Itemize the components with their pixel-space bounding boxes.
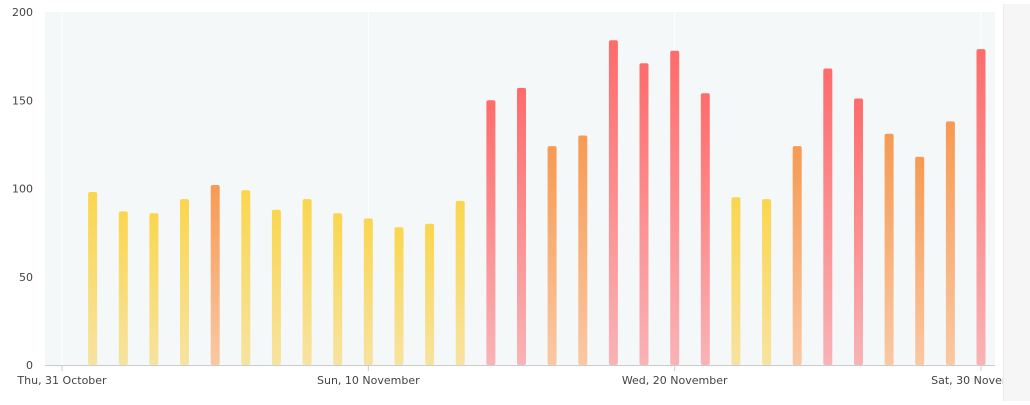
bar-chart: 0 50 100 150 200 Thu, 31 October Sun, 10 Nove… xyxy=(12,6,1030,387)
bar-2024-11-17[interactable] xyxy=(578,135,588,366)
x-tick-label: Thu, 31 October xyxy=(16,374,107,387)
bars xyxy=(88,40,986,366)
bar-2024-11-05[interactable] xyxy=(210,185,220,365)
bar-2024-11-06[interactable] xyxy=(241,190,251,365)
bar-2024-11-15[interactable] xyxy=(517,87,526,366)
bar-2024-11-08[interactable] xyxy=(302,199,312,365)
y-tick-label: 50 xyxy=(19,271,33,284)
bar-2024-11-03[interactable] xyxy=(149,213,159,365)
bar-2024-11-26[interactable] xyxy=(854,98,863,366)
bar-2024-11-10[interactable] xyxy=(363,218,373,366)
bar-2024-11-14[interactable] xyxy=(486,100,496,366)
x-axis: Thu, 31 October Sun, 10 November Wed, 20 N… xyxy=(16,365,1030,387)
bar-2024-11-07[interactable] xyxy=(271,209,281,365)
bar-2024-11-18[interactable] xyxy=(608,40,618,365)
bar-2024-11-11[interactable] xyxy=(394,227,404,365)
x-tick-label: Sat, 30 November xyxy=(931,374,1003,387)
y-tick-label: 100 xyxy=(12,183,33,196)
bar-2024-11-13[interactable] xyxy=(455,200,465,365)
bar-2024-11-16[interactable] xyxy=(547,146,557,365)
bar-2024-11-19[interactable] xyxy=(639,63,649,365)
x-tick-label: Wed, 20 November xyxy=(622,374,728,387)
bar-2024-11-01[interactable] xyxy=(88,192,98,365)
bar-2024-11-02[interactable] xyxy=(118,211,128,365)
bar-2024-11-30[interactable] xyxy=(976,49,986,365)
bar-2024-11-22[interactable] xyxy=(731,197,741,365)
bar-2024-11-25[interactable] xyxy=(823,68,833,366)
bar-2024-11-29[interactable] xyxy=(945,121,955,366)
scrollbar-track[interactable] xyxy=(1003,4,1030,401)
bar-2024-11-04[interactable] xyxy=(180,199,189,365)
bar-2024-11-24[interactable] xyxy=(792,146,802,365)
y-tick-label: 0 xyxy=(26,359,33,372)
y-axis: 0 50 100 150 200 xyxy=(12,6,33,372)
y-tick-label: 150 xyxy=(12,94,33,107)
bar-2024-11-12[interactable] xyxy=(425,223,435,365)
x-tick-label: Sun, 10 November xyxy=(317,374,420,387)
bar-2024-11-23[interactable] xyxy=(762,199,772,365)
bar-2024-11-09[interactable] xyxy=(333,213,343,365)
bar-2024-11-20[interactable] xyxy=(670,50,680,366)
bar-2024-11-27[interactable] xyxy=(884,133,894,365)
bar-2024-11-28[interactable] xyxy=(915,156,925,365)
bar-2024-11-21[interactable] xyxy=(700,93,710,365)
y-tick-label: 200 xyxy=(12,6,33,19)
